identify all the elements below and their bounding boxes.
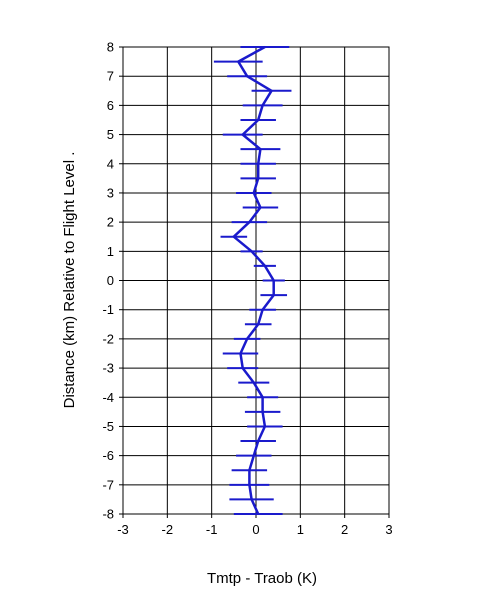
x-tick-label: -1 xyxy=(206,522,218,537)
y-tick-label: 1 xyxy=(107,244,114,259)
axes xyxy=(119,46,390,518)
y-tick-label: -5 xyxy=(102,419,114,434)
y-tick-labels: 8 7 6 5 4 3 2 1 0 -1 -2 -3 -4 -5 -6 -7 -8 xyxy=(102,40,114,522)
y-tick-label: 5 xyxy=(107,127,114,142)
y-tick-label: -6 xyxy=(102,448,114,463)
y-tick-label: 3 xyxy=(107,185,114,200)
x-tick-labels: -3 -2 -1 0 1 2 3 xyxy=(117,522,392,537)
y-tick-label: 0 xyxy=(107,273,114,288)
y-tick-label: -8 xyxy=(102,507,114,522)
y-tick-label: -7 xyxy=(102,477,114,492)
y-tick-label: -4 xyxy=(102,390,114,405)
x-tick-label: 3 xyxy=(385,522,392,537)
y-tick-label: 8 xyxy=(107,40,114,55)
series-line-0 xyxy=(232,45,275,515)
x-tick-label: 2 xyxy=(341,522,348,537)
y-tick-label: 2 xyxy=(107,215,114,230)
x-tick-label: -2 xyxy=(162,522,174,537)
y-tick-label: 7 xyxy=(107,69,114,84)
series-line-group xyxy=(232,45,275,515)
y-tick-label: 4 xyxy=(107,156,114,171)
y-tick-label: 6 xyxy=(107,98,114,113)
grid xyxy=(122,46,390,515)
y-tick-label: -1 xyxy=(102,302,114,317)
y-tick-label: -2 xyxy=(102,331,114,346)
x-tick-label: -3 xyxy=(117,522,129,537)
y-tick-label: -3 xyxy=(102,361,114,376)
x-tick-label: 0 xyxy=(252,522,259,537)
y-axis-label: Distance (km) Relative to Flight Level . xyxy=(61,152,78,409)
x-tick-label: 1 xyxy=(297,522,304,537)
x-axis-label: Tmtp - Traob (K) xyxy=(207,570,317,587)
